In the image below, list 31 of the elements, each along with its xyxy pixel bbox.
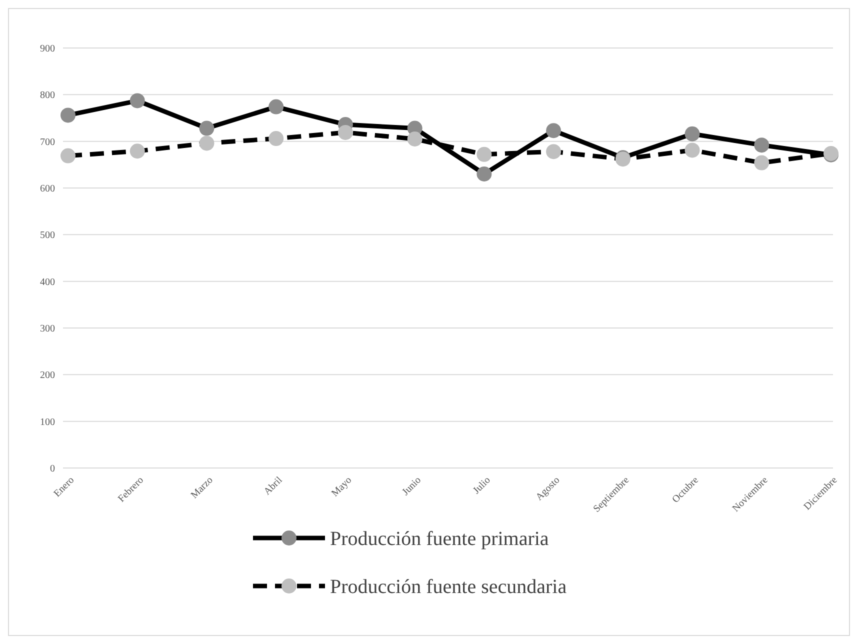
point: [476, 146, 492, 162]
y-tick-label: 900: [40, 44, 55, 54]
legend-label: Producción fuente primaria: [330, 528, 549, 550]
y-tick-label: 200: [40, 370, 55, 382]
point: [407, 132, 422, 146]
point: [268, 131, 284, 146]
point: [754, 138, 770, 153]
legend-label: Producción fuente secundaria: [330, 576, 567, 598]
y-tick-label: 300: [40, 324, 55, 334]
y-tick-label: 600: [40, 184, 55, 194]
y-tick-label: 700: [40, 136, 55, 148]
point: [546, 123, 562, 138]
point: [338, 124, 353, 140]
point: [60, 148, 76, 164]
point: [199, 136, 214, 151]
point: [684, 142, 700, 158]
y-tick-label: 800: [40, 90, 55, 102]
y-tick-label: 100: [40, 416, 55, 428]
y-tick-label: 0: [50, 464, 55, 474]
point: [130, 93, 145, 108]
y-tick-label: 500: [40, 230, 55, 242]
y-tick-label: 400: [40, 276, 55, 288]
point: [130, 144, 145, 159]
point: [684, 126, 700, 142]
point: [476, 166, 492, 182]
point: [199, 120, 214, 136]
x-tick-label: Julio: [471, 474, 493, 496]
point: [754, 155, 770, 170]
point: [546, 144, 562, 160]
point: [60, 108, 76, 123]
point: [268, 99, 284, 114]
